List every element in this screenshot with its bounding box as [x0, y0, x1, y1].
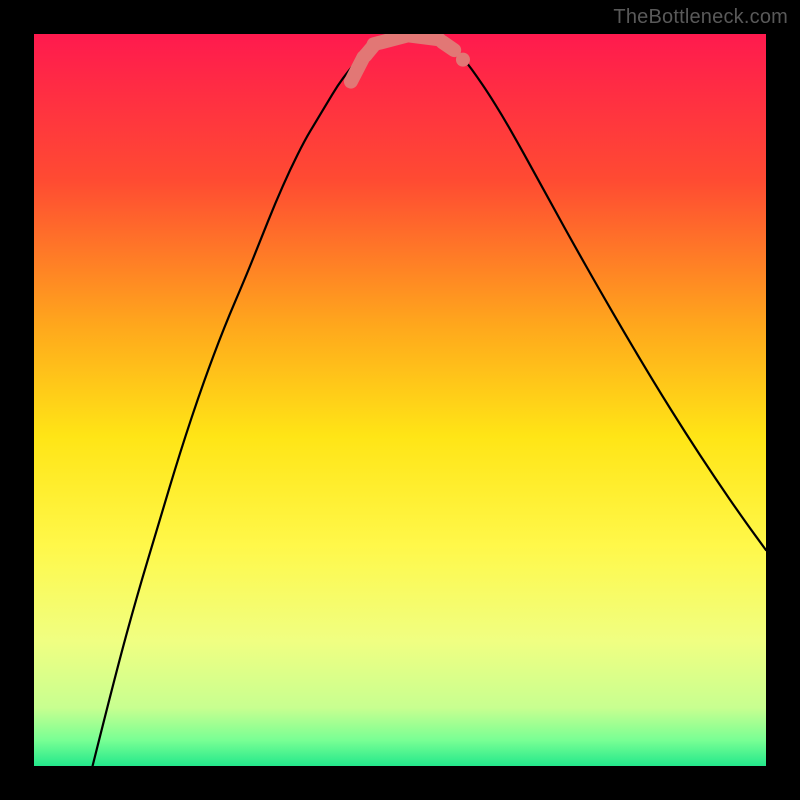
marker-segment: [351, 57, 363, 81]
marker-segment: [442, 42, 454, 50]
attribution-text: TheBottleneck.com: [613, 6, 788, 29]
marker-dot: [456, 53, 470, 67]
highlight-markers: [34, 34, 766, 766]
chart-canvas: TheBottleneck.com: [0, 0, 800, 800]
plot-area: [34, 34, 766, 766]
